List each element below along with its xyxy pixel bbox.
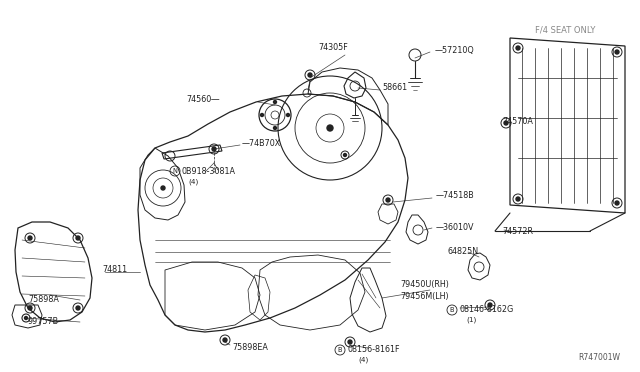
Text: R747001W: R747001W <box>578 353 620 362</box>
Circle shape <box>287 113 289 116</box>
Circle shape <box>76 236 80 240</box>
Text: —74B70X: —74B70X <box>242 138 281 148</box>
Circle shape <box>488 303 492 307</box>
Circle shape <box>212 147 216 151</box>
Circle shape <box>615 50 619 54</box>
Text: —57210Q: —57210Q <box>435 45 475 55</box>
Text: (4): (4) <box>358 357 368 363</box>
Circle shape <box>516 46 520 50</box>
Text: 74570A: 74570A <box>502 118 533 126</box>
Text: 99757B: 99757B <box>28 317 59 327</box>
Text: 79450U(RH): 79450U(RH) <box>400 280 449 289</box>
Text: 75898EA: 75898EA <box>232 343 268 353</box>
Circle shape <box>24 317 28 320</box>
Circle shape <box>516 197 520 201</box>
Circle shape <box>76 306 80 310</box>
Text: —74518B: —74518B <box>436 192 475 201</box>
Text: 79456M(LH): 79456M(LH) <box>400 292 449 301</box>
Text: B: B <box>450 307 454 313</box>
Circle shape <box>273 100 276 103</box>
Text: 0B918-3081A: 0B918-3081A <box>182 167 236 176</box>
Text: 08146-8162G: 08146-8162G <box>460 305 515 314</box>
Text: (4): (4) <box>188 179 198 185</box>
Text: B: B <box>338 347 342 353</box>
Text: 64825N: 64825N <box>448 247 479 257</box>
Text: 58661: 58661 <box>382 83 407 93</box>
Text: (1): (1) <box>466 317 476 323</box>
Circle shape <box>615 201 619 205</box>
Circle shape <box>504 121 508 125</box>
Circle shape <box>161 186 165 190</box>
Circle shape <box>344 154 346 157</box>
Text: 74572R: 74572R <box>502 228 533 237</box>
Text: 08156-8161F: 08156-8161F <box>348 346 401 355</box>
Text: 74811: 74811 <box>102 266 127 275</box>
Circle shape <box>386 198 390 202</box>
Circle shape <box>28 236 32 240</box>
Text: 75898A: 75898A <box>28 295 59 305</box>
Circle shape <box>308 73 312 77</box>
Text: —36010V: —36010V <box>436 224 474 232</box>
Circle shape <box>223 338 227 342</box>
Text: F/4 SEAT ONLY: F/4 SEAT ONLY <box>535 26 595 35</box>
Circle shape <box>273 126 276 129</box>
Text: 74560―: 74560― <box>187 96 220 105</box>
Circle shape <box>28 306 32 310</box>
Circle shape <box>348 340 352 344</box>
Text: N: N <box>173 168 177 174</box>
Circle shape <box>260 113 264 116</box>
Circle shape <box>327 125 333 131</box>
Text: 74305F: 74305F <box>318 44 348 52</box>
